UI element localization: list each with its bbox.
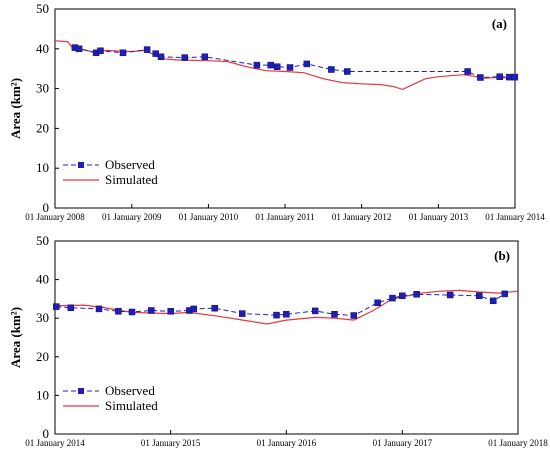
- x-tick-label: 01 January 2008: [25, 212, 85, 222]
- observed-point: [67, 304, 75, 312]
- observed-point: [75, 45, 83, 53]
- observed-point: [273, 311, 280, 319]
- y-tick-label: 20: [36, 120, 49, 135]
- simulated-series-line: [54, 40, 516, 91]
- observed-point: [267, 61, 274, 69]
- observed-point: [511, 73, 519, 81]
- observed-series-line: [56, 293, 505, 317]
- observed-point: [446, 291, 454, 299]
- observed-point: [477, 74, 484, 81]
- y-tick-label: 50: [36, 233, 49, 248]
- y-tick-label: 50: [36, 1, 49, 16]
- observed-point: [211, 304, 218, 312]
- panel-label: (a): [492, 16, 507, 31]
- y-tick-label: 30: [36, 81, 49, 96]
- legend-observed-label: Observed: [105, 157, 155, 172]
- observed-point: [286, 64, 294, 71]
- y-axis-title: Area (km²): [8, 78, 23, 139]
- x-tick-label: 01 January 2011: [255, 212, 314, 222]
- panel-label: (b): [494, 248, 510, 263]
- observed-point: [119, 49, 127, 57]
- y-tick-label: 0: [43, 426, 50, 441]
- observed-point: [311, 307, 319, 315]
- legend-simulated-label: Simulated: [105, 398, 158, 413]
- y-axis-title: Area (km²): [8, 307, 23, 368]
- observed-point: [303, 60, 311, 68]
- observed-point: [115, 308, 122, 315]
- x-tick-label: 01 January 2018: [488, 438, 548, 448]
- x-tick-label: 01 January 2015: [141, 438, 201, 448]
- observed-point: [190, 305, 198, 313]
- observed-point: [273, 63, 281, 70]
- observed-point: [374, 299, 381, 307]
- y-tick-label: 40: [36, 41, 49, 56]
- y-tick-label: 0: [43, 200, 50, 215]
- observed-point: [399, 292, 406, 300]
- x-tick-label: 01 January 2010: [179, 212, 239, 222]
- legend-observed-marker: [78, 162, 84, 168]
- observed-point: [143, 46, 151, 53]
- legend-simulated-label: Simulated: [105, 172, 158, 187]
- legend-observed-label: Observed: [105, 383, 155, 398]
- x-tick-label: 01 January 2016: [257, 438, 317, 448]
- observed-point: [331, 311, 338, 318]
- observed-point: [506, 73, 513, 81]
- observed-point: [97, 47, 104, 55]
- y-tick-label: 30: [36, 310, 49, 325]
- observed-point: [476, 292, 483, 300]
- x-tick-label: 01 January 2009: [102, 212, 162, 222]
- y-tick-label: 20: [36, 349, 49, 364]
- x-tick-label: 01 January 2013: [409, 212, 469, 222]
- observed-point: [344, 68, 351, 75]
- observed-point: [53, 303, 60, 310]
- observed-point: [167, 308, 174, 315]
- observed-point: [148, 307, 155, 314]
- x-tick-label: 01 January 2017: [373, 438, 433, 448]
- observed-point: [283, 311, 290, 318]
- observed-point: [501, 290, 508, 298]
- chart-panel-1: 0 10 20 30 40 50 01 January 2008 01 January 200…: [8, 1, 545, 222]
- observed-point: [496, 73, 503, 80]
- observed-point: [328, 66, 335, 73]
- y-tick-label: 40: [36, 272, 49, 287]
- y-tick-label: 10: [36, 160, 49, 175]
- observed-point: [253, 61, 261, 69]
- observed-point: [464, 68, 471, 75]
- x-tick-label: 01 January 2014: [485, 212, 545, 222]
- y-tick-label: 10: [36, 387, 49, 402]
- observed-point: [490, 297, 497, 305]
- observed-point: [239, 310, 246, 317]
- legend-observed-marker: [78, 388, 84, 394]
- observed-point: [95, 305, 103, 313]
- observed-point: [413, 291, 420, 298]
- observed-point: [157, 53, 165, 61]
- observed-point: [201, 53, 209, 61]
- observed-point: [350, 312, 358, 319]
- observed-point: [181, 54, 188, 61]
- observed-point: [128, 308, 136, 316]
- observed-point: [389, 294, 396, 302]
- x-tick-label: 01 January 2012: [332, 212, 392, 222]
- chart-panel-2: 0 10 20 30 40 50 01 January 2014 01 January 201…: [8, 233, 548, 448]
- x-tick-label: 01 January 2014: [25, 438, 85, 448]
- observed-series-line: [74, 47, 515, 79]
